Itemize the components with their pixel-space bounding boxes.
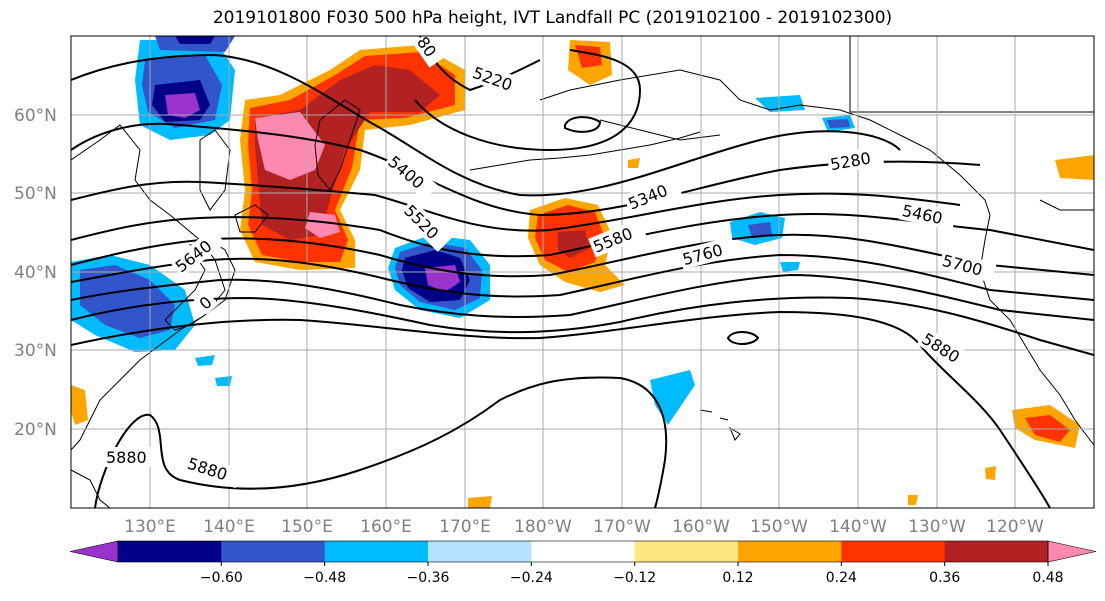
colorbar-tick-label: 0.12 (722, 570, 753, 586)
colorbar-tick-label: −0.60 (200, 570, 243, 586)
contour-label: 5880 (106, 448, 147, 467)
lon-label: 170°E (439, 517, 491, 537)
gridlines (71, 36, 1094, 508)
lon-label: 140°E (203, 517, 255, 537)
colorbar: −0.60 −0.48 −0.36 −0.24 −0.12 0.12 0.24 0.36 0.4… (69, 540, 1097, 586)
lon-label: 170°W (593, 517, 651, 537)
colorbar-extend-high (1047, 540, 1097, 563)
lat-label: 50°N (14, 184, 57, 204)
colorbar-border (117, 540, 1049, 563)
map-border (70, 35, 1095, 509)
latitude-labels: 60°N 50°N 40°N 30°N 20°N (14, 106, 57, 440)
colorbar-swatch (428, 541, 532, 562)
lat-label: 40°N (14, 263, 57, 283)
coastlines (71, 36, 1094, 508)
colorbar-swatch (738, 541, 842, 562)
lon-label: 150°E (281, 517, 333, 537)
colorbar-swatch (634, 541, 739, 562)
colorbar-tick-label: −0.12 (613, 570, 656, 586)
colorbar-swatch (324, 541, 429, 562)
lon-label: 150°W (750, 517, 808, 537)
longitude-labels: 130°E 140°E 150°E 160°E 170°E 180°W 170°… (124, 517, 1044, 537)
lon-label: 140°W (829, 517, 887, 537)
lon-label: 160°E (360, 517, 412, 537)
map-title: 2019101800 F030 500 hPa height, IVT Land… (212, 8, 893, 28)
colorbar-swatch (118, 541, 222, 562)
colorbar-swatch (531, 541, 636, 562)
colorbar-tick-label: −0.24 (510, 570, 553, 586)
lon-label: 130°E (124, 517, 176, 537)
lon-label: 130°W (908, 517, 966, 537)
colorbar-tick-label: 0.36 (929, 570, 960, 586)
lat-label: 60°N (14, 106, 57, 126)
colorbar-tick-label: 0.24 (826, 570, 857, 586)
lon-label: 120°W (986, 517, 1044, 537)
lon-label: 180°W (514, 517, 572, 537)
lon-label: 160°W (672, 517, 730, 537)
colorbar-swatch (841, 541, 946, 562)
colorbar-tick-label: 0.48 (1032, 570, 1063, 586)
lat-label: 30°N (14, 341, 57, 361)
colorbar-swatch (944, 541, 1049, 562)
height-contours (71, 36, 1094, 508)
colorbar-tick-label: −0.48 (303, 570, 346, 586)
colorbar-extend-low (69, 540, 119, 563)
lat-label: 20°N (14, 420, 57, 440)
colorbar-swatch (221, 541, 326, 562)
colorbar-tick-label: −0.36 (407, 570, 450, 586)
